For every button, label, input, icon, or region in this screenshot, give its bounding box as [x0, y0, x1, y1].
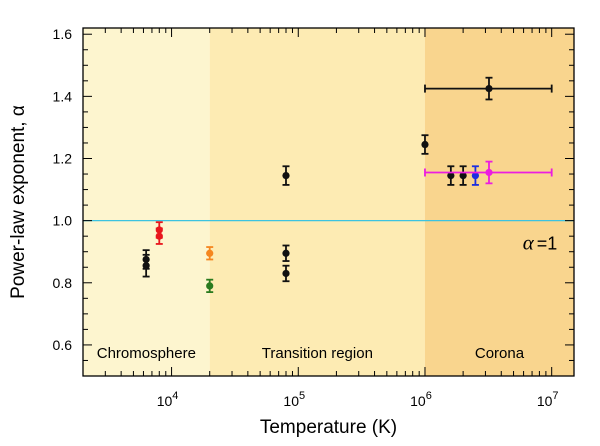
data-point — [282, 244, 290, 262]
data-marker — [142, 262, 150, 270]
y-tick-label: 1.4 — [53, 88, 73, 104]
data-point — [206, 278, 214, 294]
region-label-transition-region: Transition region — [262, 345, 373, 362]
data-point — [447, 165, 455, 186]
region-label-corona: Corona — [475, 345, 525, 362]
data-marker — [206, 249, 214, 257]
data-point — [459, 165, 467, 186]
region-band-0 — [83, 28, 210, 376]
plot-frame — [82, 27, 575, 377]
data-marker — [206, 282, 214, 290]
x-tick-label: 106 — [410, 390, 432, 409]
data-marker — [155, 232, 163, 240]
data-marker — [459, 171, 467, 180]
x-tick-labels: 104 105 106 107 — [157, 390, 559, 409]
x-axis-title: Temperature (K) — [260, 417, 397, 438]
data-marker — [485, 168, 493, 177]
y-tick-label: 0.8 — [53, 275, 73, 291]
data-point — [142, 253, 150, 278]
x-tick-label: 105 — [283, 390, 305, 409]
data-marker — [282, 269, 290, 278]
data-point — [424, 160, 553, 185]
data-marker — [282, 249, 290, 257]
x-tick-label: 104 — [157, 390, 179, 409]
region-bands — [83, 28, 574, 376]
data-marker — [485, 84, 493, 93]
data-points — [142, 76, 553, 294]
data-marker — [282, 171, 290, 180]
region-band-2 — [424, 28, 574, 376]
region-band-1 — [209, 28, 425, 376]
y-tick-labels: 0.6 0.8 1.0 1.2 1.4 1.6 — [53, 26, 73, 353]
data-point — [421, 134, 429, 155]
data-point — [206, 246, 214, 261]
data-marker — [421, 140, 429, 149]
data-point — [155, 227, 163, 245]
data-marker — [471, 171, 480, 180]
reference-line-label: α =1 — [523, 231, 558, 255]
data-point — [282, 165, 290, 186]
y-tick-label: 1.0 — [53, 213, 73, 229]
y-tick-label: 1.6 — [53, 26, 73, 42]
region-label-chromosphere: Chromosphere — [97, 345, 196, 362]
x-tick-label: 107 — [537, 390, 559, 409]
data-point — [424, 76, 553, 101]
y-tick-label: 0.6 — [53, 337, 73, 353]
data-point — [282, 264, 290, 283]
data-marker — [447, 171, 455, 180]
data-point — [471, 165, 480, 186]
y-tick-label: 1.2 — [53, 151, 73, 167]
y-axis-title: Power-law exponent, α — [8, 105, 29, 299]
